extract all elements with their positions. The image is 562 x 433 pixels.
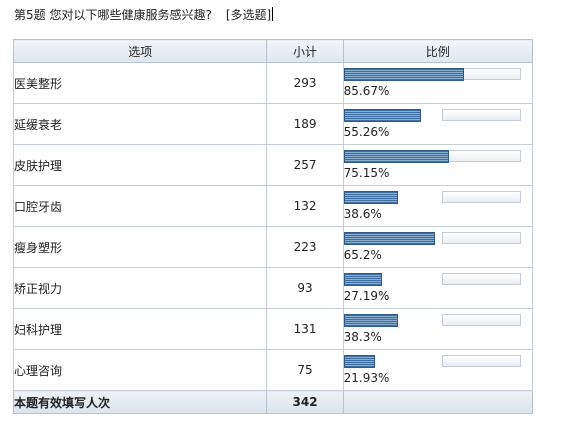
option-label: 心理咨询 — [12, 349, 268, 391]
ratio-bar-fill — [343, 273, 382, 286]
option-count: 131 — [266, 308, 344, 350]
ratio-percent: 27.19% — [343, 289, 390, 303]
table-row: 心理咨询 75 21.93% — [12, 349, 534, 391]
ratio-bar — [343, 68, 521, 81]
option-ratio: 21.93% — [342, 349, 534, 391]
option-count: 293 — [266, 62, 344, 104]
option-ratio: 65.2% — [342, 226, 534, 268]
total-row: 本题有效填写人次 342 — [12, 390, 534, 414]
ratio-percent: 55.26% — [343, 125, 390, 139]
option-ratio: 55.26% — [342, 103, 534, 145]
ratio-bar — [343, 109, 521, 122]
total-count: 342 — [266, 390, 344, 414]
ratio-bar — [343, 273, 521, 286]
option-ratio: 38.3% — [342, 308, 534, 350]
option-count: 223 — [266, 226, 344, 268]
table-row: 矫正视力 93 27.19% — [12, 267, 534, 309]
ratio-bar-track — [441, 109, 521, 121]
table-row: 医美整形 293 85.67% — [12, 62, 534, 104]
question-text: 第5题 您对以下哪些健康服务感兴趣? — [14, 8, 212, 22]
option-label: 医美整形 — [12, 62, 268, 104]
option-ratio: 85.67% — [342, 62, 534, 104]
table-body: 医美整形 293 85.67% 延缓衰老 189 55.26% 皮肤护理 257 75.15% 口… — [12, 62, 534, 391]
table-row: 皮肤护理 257 75.15% — [12, 144, 534, 186]
question-title: 第5题 您对以下哪些健康服务感兴趣? [多选题] — [14, 6, 274, 23]
option-count: 189 — [266, 103, 344, 145]
header-ratio: 比例 — [342, 39, 534, 63]
header-count: 小计 — [266, 39, 344, 63]
ratio-bar-fill — [343, 355, 375, 368]
ratio-bar — [343, 355, 521, 368]
table-row: 口腔牙齿 132 38.6% — [12, 185, 534, 227]
option-count: 257 — [266, 144, 344, 186]
option-label: 延缓衰老 — [12, 103, 268, 145]
ratio-bar-track — [441, 191, 521, 203]
ratio-bar-track — [441, 150, 521, 162]
option-label: 口腔牙齿 — [12, 185, 268, 227]
option-count: 75 — [266, 349, 344, 391]
ratio-bar — [343, 314, 521, 327]
ratio-percent: 75.15% — [343, 166, 390, 180]
ratio-bar-fill — [343, 191, 398, 204]
ratio-percent: 38.3% — [343, 330, 382, 344]
ratio-bar-fill — [343, 150, 449, 163]
text-cursor — [272, 7, 274, 21]
ratio-bar — [343, 150, 521, 163]
ratio-percent: 85.67% — [343, 84, 390, 98]
option-ratio: 27.19% — [342, 267, 534, 309]
option-label: 妇科护理 — [12, 308, 268, 350]
table-row: 延缓衰老 189 55.26% — [12, 103, 534, 145]
ratio-percent: 65.2% — [343, 248, 382, 262]
option-count: 93 — [266, 267, 344, 309]
ratio-bar-fill — [343, 314, 398, 327]
results-table: 选项 小计 比例 医美整形 293 85.67% 延缓衰老 189 55.26% 皮肤护理 2… — [12, 39, 534, 414]
ratio-bar — [343, 191, 521, 204]
table-header-row: 选项 小计 比例 — [12, 39, 534, 63]
table-row: 妇科护理 131 38.3% — [12, 308, 534, 350]
ratio-bar-fill — [343, 109, 421, 122]
ratio-percent: 38.6% — [343, 207, 382, 221]
total-label: 本题有效填写人次 — [12, 390, 268, 414]
ratio-bar-track — [441, 232, 521, 244]
ratio-bar-track — [441, 314, 521, 326]
option-label: 瘦身塑形 — [12, 226, 268, 268]
ratio-percent: 21.93% — [343, 371, 390, 385]
ratio-bar-fill — [343, 232, 435, 245]
option-label: 矫正视力 — [12, 267, 268, 309]
option-ratio: 75.15% — [342, 144, 534, 186]
total-ratio-empty — [342, 390, 534, 414]
ratio-bar-track — [441, 355, 521, 367]
option-ratio: 38.6% — [342, 185, 534, 227]
option-label: 皮肤护理 — [12, 144, 268, 186]
table-row: 瘦身塑形 223 65.2% — [12, 226, 534, 268]
header-option: 选项 — [12, 39, 268, 63]
ratio-bar — [343, 232, 521, 245]
option-count: 132 — [266, 185, 344, 227]
question-type-tag: [多选题] — [225, 8, 272, 22]
ratio-bar-fill — [343, 68, 464, 81]
ratio-bar-track — [441, 273, 521, 285]
